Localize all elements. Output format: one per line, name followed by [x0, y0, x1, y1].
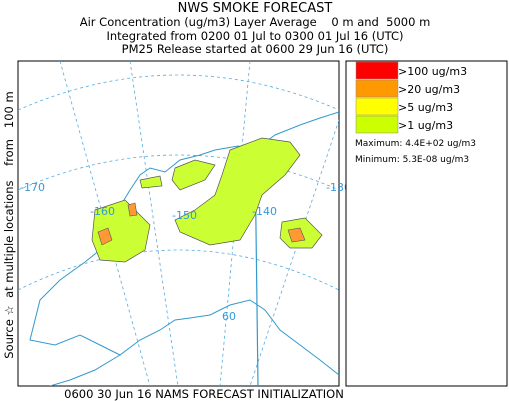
subtitle: Air Concentration (ug/m3) Layer Average …: [80, 15, 431, 29]
legend: Maximum: 4.4E+02 ug/m3 Minimum: 5.3E-08 …: [345, 60, 508, 387]
latitude-label: 60: [222, 310, 236, 323]
legend-label: >1 ug/m3: [398, 119, 453, 132]
longitude-label: -170: [20, 181, 45, 194]
coastline: [39, 145, 256, 301]
legend-label: >5 ug/m3: [398, 101, 453, 114]
title: NWS SMOKE FORECAST: [178, 1, 333, 16]
smoke-core: [97, 227, 113, 246]
legend-swatch: [355, 97, 399, 116]
legend-frame: [345, 60, 508, 387]
minimum: Minimum: 5.3E-08 ug/m3: [355, 155, 469, 165]
smoke-core: [287, 227, 306, 243]
smoke-plume: [171, 159, 216, 191]
maximum: Maximum: 4.4E+02 ug/m3: [355, 139, 476, 149]
longitude-label: -130: [326, 181, 351, 194]
graticule: [249, 119, 339, 386]
coastline: [49, 354, 121, 386]
subtitle: Integrated from 0200 01 Jul to 0300 01 J…: [106, 29, 403, 43]
smoke-plume: [139, 175, 163, 189]
legend-label: >100 ug/m3: [398, 65, 467, 78]
source-label: Source ☆ at multiple locations from 100 …: [2, 91, 16, 358]
legend-swatch: [355, 79, 399, 98]
legend-swatch: [355, 115, 399, 134]
smoke-plume: [174, 137, 301, 246]
legend-swatch: [355, 61, 399, 80]
map: -170 -160 -150 -140 -130 60: [17, 60, 351, 387]
legend-label: >20 ug/m3: [398, 83, 460, 96]
footer: 0600 30 Jun 16 NAMS FORECAST INITIALIZAT…: [64, 387, 344, 401]
longitude-label: -160: [90, 205, 115, 218]
subtitle: PM25 Release started at 0600 29 Jun 16 (…: [122, 42, 389, 56]
smoke-core: [127, 202, 138, 217]
coastline: [29, 299, 339, 376]
longitude-label: -140: [252, 205, 277, 218]
graticule: [129, 61, 179, 386]
longitude-label: -150: [172, 209, 197, 222]
